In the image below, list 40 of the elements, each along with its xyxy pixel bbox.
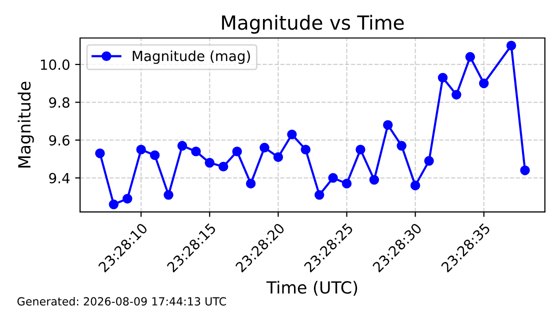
point	[314, 190, 324, 200]
point	[136, 144, 146, 154]
point	[369, 174, 380, 185]
point	[438, 72, 448, 83]
point	[177, 140, 188, 151]
point	[452, 90, 462, 100]
point	[342, 178, 352, 188]
point	[300, 144, 311, 154]
point	[246, 178, 256, 188]
chart-title: Magnitude vs Time	[222, 14, 404, 34]
point	[479, 78, 489, 88]
point	[164, 190, 174, 200]
point	[396, 140, 406, 151]
point	[465, 52, 476, 62]
y-axis-title: Magnitude	[18, 82, 34, 168]
point	[232, 146, 242, 156]
point	[122, 194, 132, 204]
x-axis-title: Time (UTC)	[266, 280, 358, 296]
y-tick-label: 9.8	[49, 97, 70, 108]
point	[287, 130, 297, 140]
point	[356, 144, 366, 154]
point	[260, 142, 270, 153]
point	[108, 200, 119, 210]
y-tick-label: 9.6	[49, 135, 70, 146]
y-tick-label: 10.0	[40, 59, 70, 70]
point	[218, 162, 228, 172]
point	[204, 158, 215, 168]
point	[383, 120, 393, 130]
legend-label: Magnitude (mag)	[132, 50, 250, 64]
point	[328, 173, 338, 183]
point	[191, 146, 201, 156]
y-tick-label: 9.4	[49, 172, 70, 184]
point	[95, 148, 105, 158]
text: Generated: 2026-08-09 17:44:13 UTC	[17, 296, 226, 306]
point	[273, 152, 284, 162]
point	[150, 150, 160, 160]
point	[410, 180, 420, 190]
point	[506, 40, 516, 50]
point	[520, 165, 530, 176]
point	[424, 156, 434, 166]
